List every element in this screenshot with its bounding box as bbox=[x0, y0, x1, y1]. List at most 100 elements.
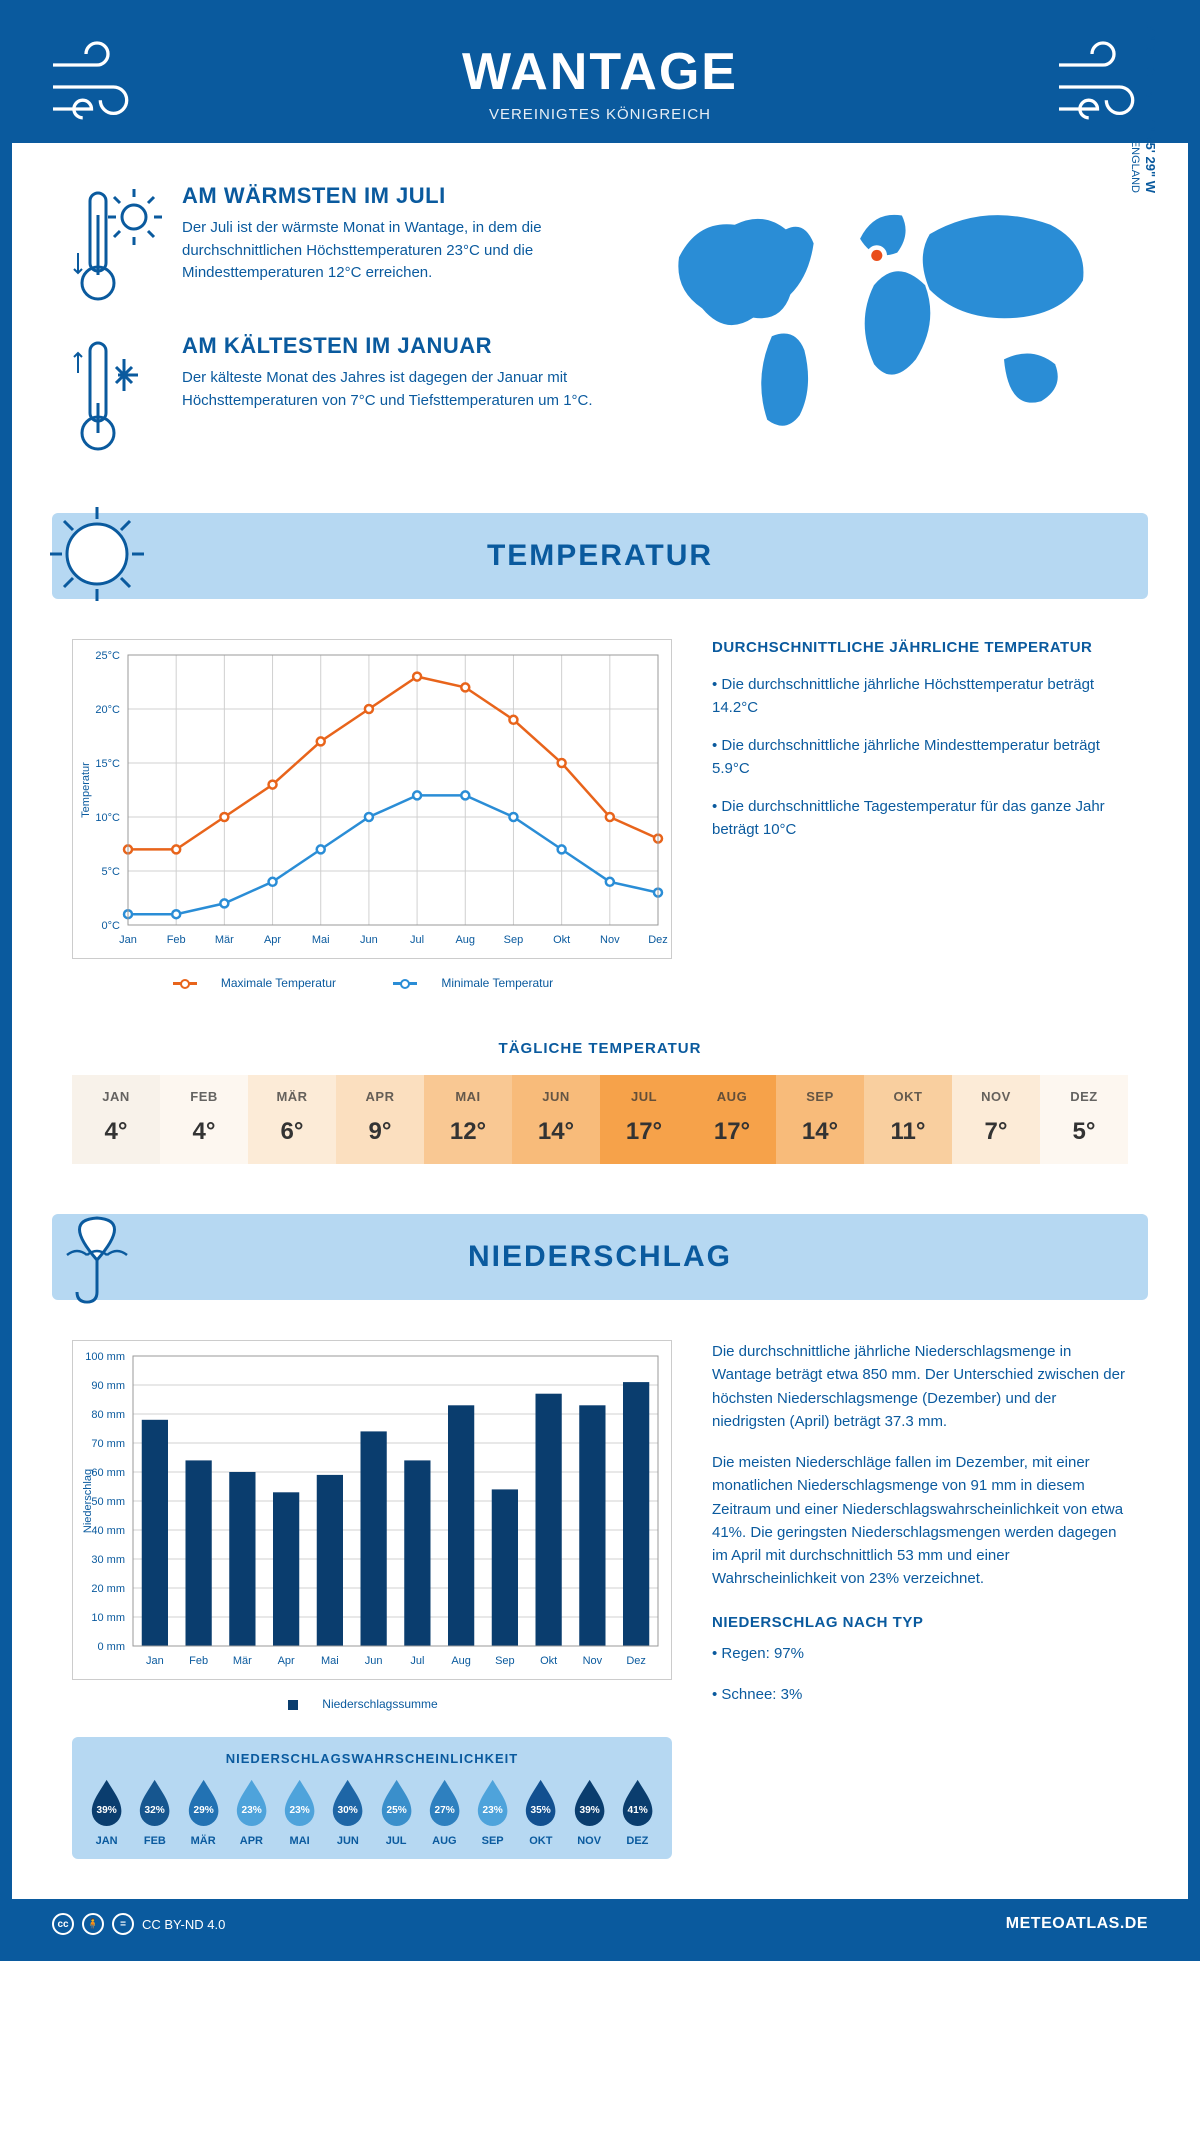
daily-temp-cell: JUL17° bbox=[600, 1075, 688, 1164]
svg-text:Niederschlag: Niederschlag bbox=[82, 1469, 94, 1533]
thermometer-snow-icon bbox=[72, 333, 162, 453]
daily-temp-cell: MÄR6° bbox=[248, 1075, 336, 1164]
sun-icon bbox=[42, 499, 152, 609]
precip-prob-drop: 30%JUN bbox=[325, 1778, 370, 1847]
brand: METEOATLAS.DE bbox=[1006, 1915, 1148, 1933]
temperature-chart-legend: Maximale Temperatur Minimale Temperatur bbox=[72, 976, 672, 990]
svg-text:Mär: Mär bbox=[215, 934, 234, 946]
page: WANTAGE VEREINIGTES KÖNIGREICH AM WÄRMST… bbox=[0, 0, 1200, 1961]
nd-icon: = bbox=[112, 1913, 134, 1935]
fact-cold-title: AM KÄLTESTEN IM JANUAR bbox=[182, 333, 609, 359]
thermometer-sun-icon bbox=[72, 183, 162, 303]
page-title: WANTAGE bbox=[32, 42, 1168, 102]
svg-text:Mai: Mai bbox=[312, 934, 330, 946]
svg-text:Feb: Feb bbox=[167, 934, 186, 946]
svg-text:30%: 30% bbox=[338, 1805, 358, 1816]
daily-temp-cell: APR9° bbox=[336, 1075, 424, 1164]
svg-text:25°C: 25°C bbox=[95, 650, 120, 662]
svg-text:Jul: Jul bbox=[410, 934, 424, 946]
svg-text:Jul: Jul bbox=[410, 1655, 424, 1667]
cc-icon: cc bbox=[52, 1913, 74, 1935]
svg-text:15°C: 15°C bbox=[95, 758, 120, 770]
daily-temp-title: TÄGLICHE TEMPERATUR bbox=[12, 1040, 1188, 1057]
svg-text:80 mm: 80 mm bbox=[91, 1409, 125, 1421]
wind-icon bbox=[42, 32, 152, 142]
daily-temp-cell: SEP14° bbox=[776, 1075, 864, 1164]
fact-cold-text: Der kälteste Monat des Jahres ist dagege… bbox=[182, 367, 609, 412]
daily-temp-cell: NOV7° bbox=[952, 1075, 1040, 1164]
page-subtitle: VEREINIGTES KÖNIGREICH bbox=[32, 106, 1168, 123]
svg-text:32%: 32% bbox=[145, 1805, 165, 1816]
precip-info: Die durchschnittliche jährliche Niedersc… bbox=[712, 1340, 1128, 1859]
svg-text:Sep: Sep bbox=[495, 1655, 515, 1667]
daily-temp-cell: JAN4° bbox=[72, 1075, 160, 1164]
precip-prob-drop: 39%JAN bbox=[84, 1778, 129, 1847]
by-icon: 🧍 bbox=[82, 1913, 104, 1935]
svg-text:27%: 27% bbox=[434, 1805, 454, 1816]
svg-text:40 mm: 40 mm bbox=[91, 1525, 125, 1537]
svg-text:Mär: Mär bbox=[233, 1655, 252, 1667]
temperature-banner: TEMPERATUR bbox=[52, 513, 1148, 599]
precip-probability-box: NIEDERSCHLAGSWAHRSCHEINLICHKEIT 39%JAN32… bbox=[72, 1737, 672, 1859]
svg-text:39%: 39% bbox=[96, 1805, 116, 1816]
svg-text:90 mm: 90 mm bbox=[91, 1380, 125, 1392]
precip-banner: NIEDERSCHLAG bbox=[52, 1214, 1148, 1300]
svg-text:Okt: Okt bbox=[540, 1655, 557, 1667]
svg-text:23%: 23% bbox=[482, 1805, 502, 1816]
svg-text:Nov: Nov bbox=[600, 934, 620, 946]
precip-prob-drop: 23%APR bbox=[229, 1778, 274, 1847]
svg-text:Jan: Jan bbox=[146, 1655, 164, 1667]
svg-text:29%: 29% bbox=[193, 1805, 213, 1816]
fact-warm-title: AM WÄRMSTEN IM JULI bbox=[182, 183, 609, 209]
daily-temp-cell: AUG17° bbox=[688, 1075, 776, 1164]
svg-text:10°C: 10°C bbox=[95, 812, 120, 824]
svg-text:Jan: Jan bbox=[119, 934, 137, 946]
daily-temp-cell: JUN14° bbox=[512, 1075, 600, 1164]
footer: cc 🧍 = CC BY-ND 4.0 METEOATLAS.DE bbox=[12, 1899, 1188, 1949]
intro-section: AM WÄRMSTEN IM JULI Der Juli ist der wär… bbox=[12, 143, 1188, 513]
precip-prob-drop: 32%FEB bbox=[132, 1778, 177, 1847]
temperature-line-chart: 0°C 5°C 10°C 15°C 20°C 25°C Jan Feb Mär Apr Mai Jun… bbox=[72, 639, 672, 990]
svg-text:Jun: Jun bbox=[365, 1655, 383, 1667]
precip-prob-drop: 25%JUL bbox=[374, 1778, 419, 1847]
svg-text:Aug: Aug bbox=[455, 934, 475, 946]
temperature-info: DURCHSCHNITTLICHE JÄHRLICHE TEMPERATUR •… bbox=[712, 639, 1128, 990]
precip-prob-drop: 41%DEZ bbox=[615, 1778, 660, 1847]
svg-text:41%: 41% bbox=[627, 1805, 647, 1816]
daily-temp-cell: DEZ5° bbox=[1040, 1075, 1128, 1164]
svg-text:10 mm: 10 mm bbox=[91, 1612, 125, 1624]
svg-text:20 mm: 20 mm bbox=[91, 1583, 125, 1595]
daily-temp-table: JAN4°FEB4°MÄR6°APR9°MAI12°JUN14°JUL17°AU… bbox=[72, 1075, 1128, 1164]
precip-prob-drop: 29%MÄR bbox=[181, 1778, 226, 1847]
precip-prob-drop: 39%NOV bbox=[567, 1778, 612, 1847]
svg-text:35%: 35% bbox=[531, 1805, 551, 1816]
umbrella-icon bbox=[42, 1200, 152, 1310]
precip-prob-drop: 23%SEP bbox=[470, 1778, 515, 1847]
svg-text:0 mm: 0 mm bbox=[98, 1641, 126, 1653]
svg-text:25%: 25% bbox=[386, 1805, 406, 1816]
svg-text:Jun: Jun bbox=[360, 934, 378, 946]
svg-text:5°C: 5°C bbox=[102, 866, 121, 878]
svg-text:Okt: Okt bbox=[553, 934, 570, 946]
license: cc 🧍 = CC BY-ND 4.0 bbox=[52, 1913, 225, 1935]
svg-text:Dez: Dez bbox=[648, 934, 668, 946]
daily-temp-cell: MAI12° bbox=[424, 1075, 512, 1164]
svg-text:20°C: 20°C bbox=[95, 704, 120, 716]
svg-text:Apr: Apr bbox=[264, 934, 281, 946]
svg-text:23%: 23% bbox=[289, 1805, 309, 1816]
world-map bbox=[639, 183, 1128, 448]
svg-text:Apr: Apr bbox=[278, 1655, 295, 1667]
precip-prob-drop: 27%AUG bbox=[422, 1778, 467, 1847]
svg-text:39%: 39% bbox=[579, 1805, 599, 1816]
fact-warm: AM WÄRMSTEN IM JULI Der Juli ist der wär… bbox=[72, 183, 609, 303]
svg-text:Mai: Mai bbox=[321, 1655, 339, 1667]
precip-bar-chart: 0 mm10 mm20 mm30 mm40 mm50 mm60 mm70 mm8… bbox=[72, 1340, 672, 1680]
svg-text:60 mm: 60 mm bbox=[91, 1467, 125, 1479]
precip-chart-legend: Niederschlagssumme bbox=[72, 1697, 672, 1711]
svg-text:Feb: Feb bbox=[189, 1655, 208, 1667]
header: WANTAGE VEREINIGTES KÖNIGREICH bbox=[12, 12, 1188, 143]
svg-text:50 mm: 50 mm bbox=[91, 1496, 125, 1508]
svg-text:Temperatur: Temperatur bbox=[80, 762, 92, 818]
svg-text:0°C: 0°C bbox=[102, 920, 121, 932]
svg-text:70 mm: 70 mm bbox=[91, 1438, 125, 1450]
